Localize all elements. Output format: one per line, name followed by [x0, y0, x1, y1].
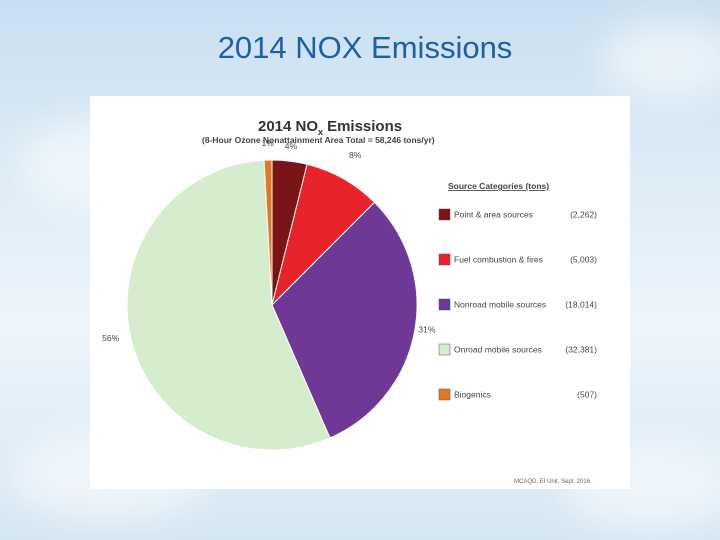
pie-slice [263, 159, 273, 306]
legend-value: (18,014) [565, 300, 597, 310]
legend-value: (5,003) [570, 255, 597, 265]
legend-label: Fuel combustion & fires [454, 255, 543, 265]
legend-label: Onroad mobile sources [454, 345, 542, 355]
percent-label: 31% [418, 325, 435, 335]
chart-figure: 2014 NOx Emissions (8-Hour Ozone Nonattai… [90, 96, 630, 489]
slide-title: 2014 NOX Emissions [217, 30, 513, 65]
chart-title-tail: Emissions [327, 118, 402, 135]
chart-title-subscript: x [318, 127, 323, 137]
chart-title-main: 2014 NO [258, 118, 318, 135]
percent-label: 1% [262, 138, 275, 148]
legend-value: (32,381) [565, 345, 597, 355]
source-note: MCAQD, EI Unit, Sept. 2016 [514, 479, 591, 485]
legend-swatch [438, 253, 451, 266]
pie-slice [271, 201, 418, 439]
legend-label: Point & area sources [454, 210, 533, 220]
percent-label: 56% [102, 333, 119, 343]
percent-labels: 4% 8% 31% 56% 1% [102, 138, 436, 343]
legend-swatch [438, 388, 451, 401]
legend-swatch [438, 343, 451, 356]
chart-title: 2014 NOx Emissions [258, 118, 402, 137]
pie-slices [126, 159, 418, 451]
percent-label: 8% [349, 150, 362, 160]
legend-value: (2,262) [570, 210, 597, 220]
legend-swatch [438, 298, 451, 311]
legend-value: (507) [577, 390, 597, 400]
pie-slice [126, 159, 331, 451]
cloud-decoration [600, 20, 720, 100]
legend-label: Nonroad mobile sources [454, 300, 546, 310]
chart-subtitle: (8-Hour Ozone Nonattainment Area Total =… [202, 135, 435, 145]
legend-title: Source Categories (tons) [448, 181, 549, 191]
legend: Point & area sources (2,262) Fuel combusti… [438, 208, 597, 401]
legend-label: Biogenics [454, 390, 491, 400]
pie-chart: 2014 NOx Emissions (8-Hour Ozone Nonattai… [102, 118, 597, 485]
legend-swatch [438, 208, 451, 221]
percent-label: 4% [285, 141, 298, 151]
